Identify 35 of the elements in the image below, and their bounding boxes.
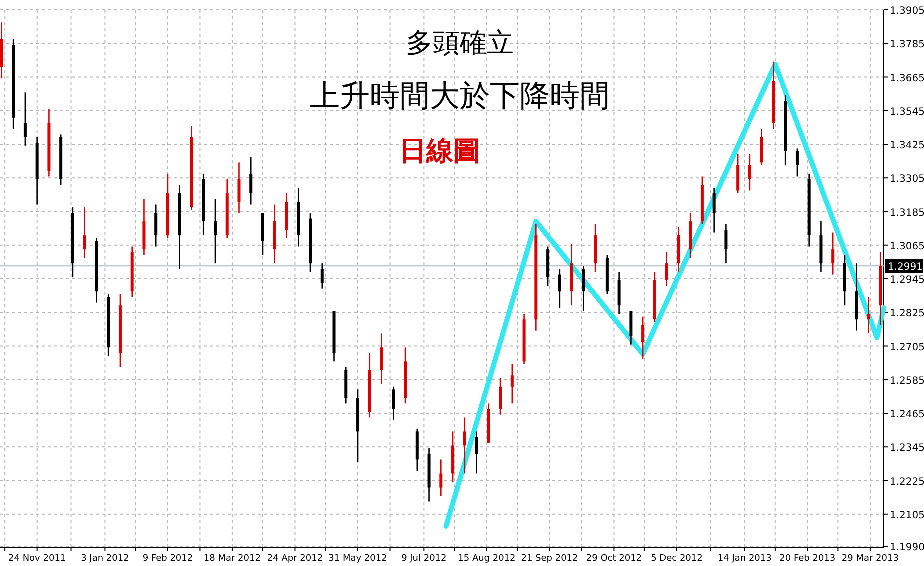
x-tick-label: 14 Jan 2013 [718, 554, 772, 564]
x-tick-label: 31 May 2012 [328, 554, 388, 564]
annotation: 日線圖 [400, 136, 480, 167]
x-tick-label: 29 Mar 2013 [842, 554, 899, 564]
y-tick-label: 1.3305 [890, 174, 924, 186]
text: 多頭確立 [406, 28, 514, 59]
y-tick-label: 1.3785 [890, 40, 924, 51]
y-tick-label: 1.2705 [890, 342, 924, 354]
y-tick-label: 1.2465 [890, 410, 924, 420]
y-tick-label: 1.2225 [890, 476, 924, 488]
text: 上升時間大於下降時間 [310, 79, 610, 114]
y-tick-label: 1.2345 [890, 443, 924, 454]
x-tick-label: 5 Dec 2012 [651, 554, 703, 564]
y-tick-label: 1.3065 [890, 241, 924, 252]
y-tick-label: 1.2825 [890, 308, 924, 320]
x-tick-label: 15 Aug 2012 [458, 554, 516, 564]
y-tick-label: 1.1990 [890, 542, 924, 554]
x-tick-label: 20 Feb 2013 [780, 554, 836, 564]
x-tick-label: 9 Feb 2012 [142, 554, 194, 564]
y-tick-label: 1.3185 [890, 208, 924, 219]
y-tick-label: 1.3905 [890, 6, 924, 17]
x-tick-label: 3 Jan 2012 [81, 554, 130, 564]
x-tick-label: 24 Apr 2012 [267, 554, 324, 564]
y-tick-label: 1.2105 [890, 510, 924, 522]
x-tick-label: 21 Sep 2012 [521, 554, 578, 564]
ref-line-label: 1.2991 [888, 262, 923, 274]
x-tick-label: 9 Jul 2012 [402, 554, 447, 564]
x-tick-label: 24 Nov 2011 [8, 554, 66, 564]
x-tick-label: 29 Oct 2012 [586, 554, 642, 564]
y-tick-label: 1.3665 [890, 73, 924, 84]
y-tick-label: 1.3425 [890, 140, 924, 152]
y-tick-label: 1.2945 [890, 275, 924, 286]
x-tick-label: 18 Mar 2012 [204, 554, 261, 564]
y-tick-label: 1.2585 [890, 376, 924, 387]
y-tick-label: 1.3545 [890, 106, 924, 118]
